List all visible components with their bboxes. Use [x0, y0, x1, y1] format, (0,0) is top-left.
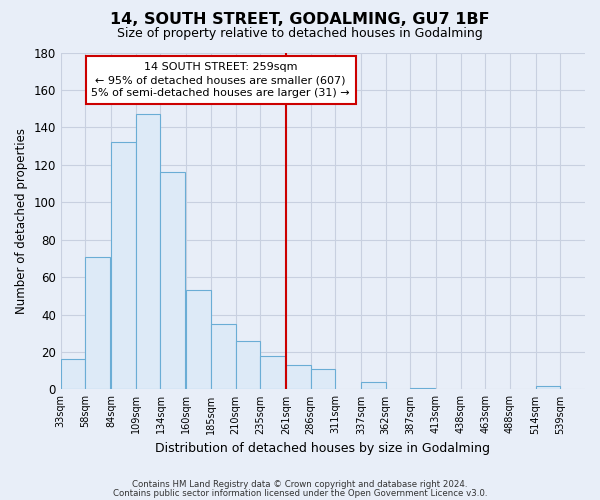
Bar	[311, 369, 335, 390]
Bar	[260, 356, 285, 390]
Y-axis label: Number of detached properties: Number of detached properties	[15, 128, 28, 314]
Bar	[85, 256, 110, 390]
Bar	[236, 341, 260, 390]
Bar	[160, 172, 185, 390]
Bar	[211, 324, 236, 390]
Bar	[536, 386, 560, 390]
Bar	[186, 290, 211, 390]
Bar	[61, 360, 85, 390]
Text: Contains HM Land Registry data © Crown copyright and database right 2024.: Contains HM Land Registry data © Crown c…	[132, 480, 468, 489]
Text: 14, SOUTH STREET, GODALMING, GU7 1BF: 14, SOUTH STREET, GODALMING, GU7 1BF	[110, 12, 490, 28]
Text: Contains public sector information licensed under the Open Government Licence v3: Contains public sector information licen…	[113, 488, 487, 498]
X-axis label: Distribution of detached houses by size in Godalming: Distribution of detached houses by size …	[155, 442, 490, 455]
Text: Size of property relative to detached houses in Godalming: Size of property relative to detached ho…	[117, 28, 483, 40]
Bar	[410, 388, 435, 390]
Bar	[136, 114, 160, 390]
Bar	[361, 382, 386, 390]
Bar	[286, 365, 311, 390]
Bar	[111, 142, 136, 390]
Text: 14 SOUTH STREET: 259sqm
← 95% of detached houses are smaller (607)
5% of semi-de: 14 SOUTH STREET: 259sqm ← 95% of detache…	[91, 62, 350, 98]
